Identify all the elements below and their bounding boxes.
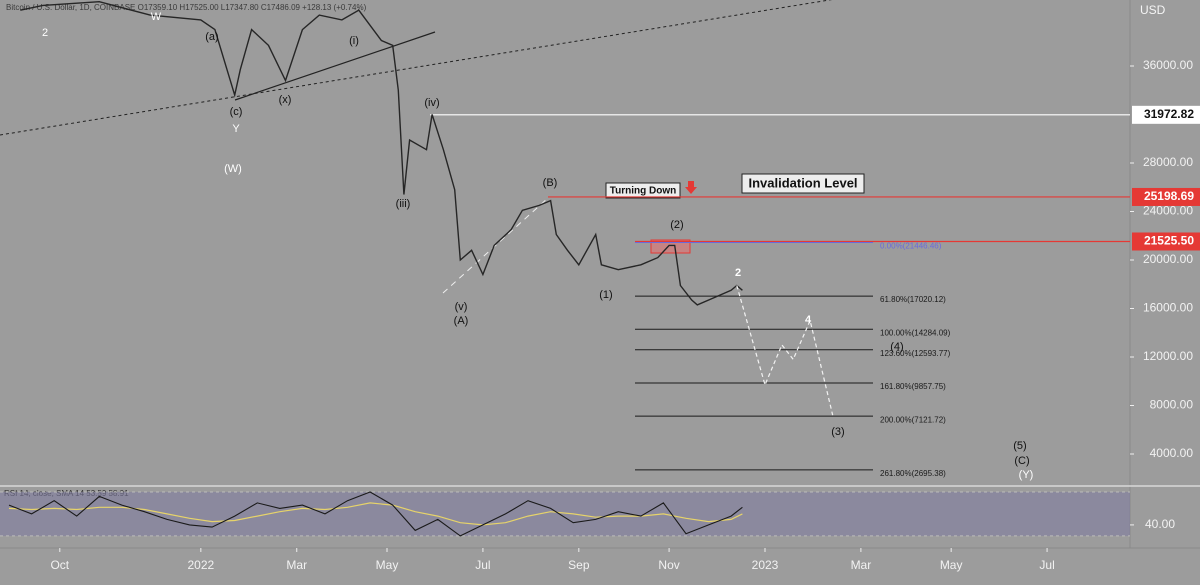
y-tick-label: 24000.00: [1143, 204, 1193, 218]
wave-label: (1): [599, 289, 612, 301]
zone-box: [650, 239, 691, 254]
symbol-header: Bitcoin / U.S. Dollar, 1D, COINBASE O173…: [6, 3, 367, 12]
y-tick-label: 28000.00: [1143, 155, 1193, 169]
wave-label: (v): [455, 301, 468, 313]
x-tick-label: May: [940, 558, 963, 572]
x-tick-label: May: [376, 558, 399, 572]
level-badge: [1132, 105, 1200, 124]
fib-label: 123.60%(12593.77): [880, 349, 951, 358]
level-label: 31972.82: [1144, 107, 1194, 121]
x-tick-label: Nov: [658, 558, 679, 572]
x-tick-label: Sep: [568, 558, 590, 572]
fib-label: 0.00%(21446.46): [880, 242, 942, 251]
wave-label: 4: [805, 314, 812, 326]
note-text: Turning Down: [610, 186, 676, 197]
wave-label: (2): [670, 219, 683, 231]
trend-line: [234, 31, 436, 101]
wave-label: (c): [230, 106, 243, 118]
wave-label: (4): [890, 341, 903, 353]
wave-label: W: [151, 11, 162, 23]
wave-label: Y: [232, 123, 240, 135]
note-box: [741, 173, 865, 194]
wave-label: 2: [42, 27, 48, 39]
note-text: Invalidation Level: [748, 175, 857, 190]
x-tick-label: Oct: [50, 558, 69, 572]
level-label: 25198.69: [1144, 189, 1194, 203]
x-tick-label: Jul: [475, 558, 490, 572]
projection-line: [736, 285, 834, 416]
level-label: 21525.50: [1144, 234, 1194, 248]
y-tick-label: 8000.00: [1150, 398, 1194, 412]
rsi-line: [8, 491, 743, 537]
wave-label: (5): [1013, 440, 1026, 452]
trend-line: [0, 0, 833, 136]
y-tick-label: 36000.00: [1143, 58, 1193, 72]
level-badge: [1132, 187, 1200, 206]
rsi-band: [0, 491, 1130, 536]
wave-label: (iv): [424, 97, 439, 109]
wave-label: (W): [224, 163, 242, 175]
note-box: [605, 182, 681, 199]
wave-label: (C): [1014, 455, 1029, 467]
fib-label: 161.80%(9857.75): [880, 382, 946, 391]
wave-label: (x): [279, 94, 292, 106]
x-tick-label: 2022: [187, 558, 214, 572]
y-tick-label: 16000.00: [1143, 301, 1193, 315]
x-tick-label: Jul: [1039, 558, 1054, 572]
fib-label: 100.00%(14284.09): [880, 328, 951, 337]
arrow-down-icon: [685, 181, 697, 194]
y-tick-label: 4000.00: [1150, 446, 1194, 460]
x-tick-label: 2023: [752, 558, 779, 572]
level-badge: [1132, 232, 1200, 251]
y-tick-label: 12000.00: [1143, 349, 1193, 363]
wave-label: (B): [543, 177, 558, 189]
currency-label: USD: [1140, 3, 1166, 17]
wave-label: (a): [205, 31, 218, 43]
rsi-tick-label: 40.00: [1145, 517, 1175, 531]
price-line: [20, 0, 743, 306]
wave-label: (Y): [1019, 469, 1034, 481]
fib-label: 261.80%(2695.38): [880, 469, 946, 478]
trend-line: [442, 197, 549, 294]
x-tick-label: Mar: [286, 558, 307, 572]
wave-label: (3): [831, 426, 844, 438]
wave-label: (A): [454, 315, 469, 327]
fib-label: 61.80%(17020.12): [880, 295, 946, 304]
x-tick-label: Mar: [851, 558, 872, 572]
wave-label: (i): [349, 35, 359, 47]
y-tick-label: 20000.00: [1143, 252, 1193, 266]
fib-label: 200.00%(7121.72): [880, 415, 946, 424]
wave-label: 2: [735, 267, 741, 279]
wave-label: (iii): [396, 198, 411, 210]
